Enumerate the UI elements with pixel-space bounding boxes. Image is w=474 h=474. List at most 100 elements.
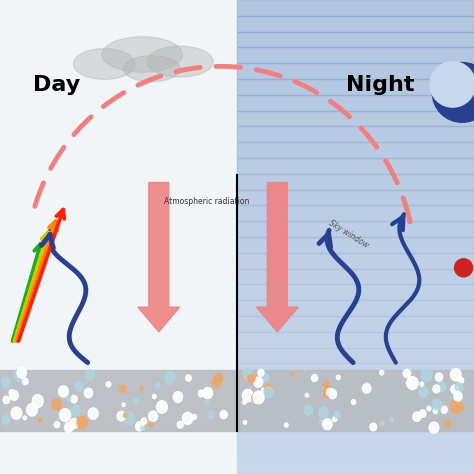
Ellipse shape [52,399,62,410]
Ellipse shape [177,421,183,428]
Ellipse shape [433,385,440,393]
Ellipse shape [455,383,463,392]
Ellipse shape [212,378,220,388]
Ellipse shape [153,394,156,399]
Ellipse shape [436,373,443,381]
Bar [237,395,474,411]
Bar [237,379,474,395]
Bar [237,142,474,158]
Ellipse shape [381,421,384,425]
Ellipse shape [141,426,145,430]
Bar [0,0,237,474]
Ellipse shape [38,418,42,422]
Ellipse shape [155,383,160,389]
Ellipse shape [3,396,9,403]
Ellipse shape [74,382,83,392]
Bar [237,127,474,142]
Ellipse shape [450,401,462,413]
Bar [237,458,474,474]
Ellipse shape [319,420,324,425]
Ellipse shape [390,418,393,422]
Ellipse shape [164,372,175,384]
Ellipse shape [243,401,246,404]
Bar [237,0,474,16]
Ellipse shape [454,392,462,401]
Ellipse shape [141,418,146,424]
Ellipse shape [149,422,153,427]
Ellipse shape [220,410,227,419]
Ellipse shape [370,423,377,431]
Bar [237,300,474,316]
Ellipse shape [441,406,447,413]
Bar [237,16,474,32]
Ellipse shape [243,368,253,380]
Ellipse shape [429,422,439,433]
Ellipse shape [85,370,94,380]
Ellipse shape [380,370,383,375]
Bar [237,316,474,332]
Bar [0,370,474,431]
Bar [237,221,474,237]
Ellipse shape [252,394,258,401]
Ellipse shape [458,377,464,383]
Bar [237,332,474,347]
Ellipse shape [433,409,438,413]
Ellipse shape [122,403,125,406]
Ellipse shape [182,412,193,424]
Text: Night: Night [346,75,415,95]
Ellipse shape [136,422,144,431]
Ellipse shape [203,388,212,399]
Bar [237,110,474,127]
Ellipse shape [186,375,191,381]
Ellipse shape [77,416,88,428]
Ellipse shape [243,420,246,424]
Ellipse shape [291,373,294,376]
Ellipse shape [420,382,424,386]
Ellipse shape [134,398,138,403]
Ellipse shape [140,387,143,391]
Ellipse shape [215,374,222,383]
Ellipse shape [67,396,71,401]
Ellipse shape [304,405,313,415]
Ellipse shape [207,390,212,396]
Ellipse shape [2,416,9,424]
FancyArrow shape [256,182,298,332]
Ellipse shape [427,406,431,411]
Ellipse shape [264,387,273,397]
Ellipse shape [262,374,269,382]
Ellipse shape [27,403,37,416]
Ellipse shape [60,409,71,421]
Ellipse shape [54,421,59,428]
Ellipse shape [323,389,330,398]
Bar [237,47,474,63]
Ellipse shape [419,410,426,417]
Ellipse shape [31,399,34,402]
Bar [237,205,474,221]
Bar [237,427,474,442]
Ellipse shape [71,395,77,403]
Bar [237,32,474,47]
Ellipse shape [65,422,73,431]
Text: Day: Day [33,75,81,95]
Ellipse shape [323,419,332,429]
Ellipse shape [406,380,411,386]
Ellipse shape [9,390,15,396]
Ellipse shape [123,413,127,417]
Ellipse shape [324,382,329,388]
Ellipse shape [147,46,213,77]
Ellipse shape [198,390,204,397]
Circle shape [430,62,474,107]
Ellipse shape [437,382,446,392]
Ellipse shape [333,417,337,421]
Ellipse shape [124,412,135,425]
Circle shape [455,259,473,277]
Ellipse shape [328,389,337,399]
Ellipse shape [445,420,450,427]
Ellipse shape [403,369,410,378]
Ellipse shape [451,385,458,394]
Bar [237,347,474,364]
Ellipse shape [248,374,255,383]
Bar [237,158,474,174]
Ellipse shape [120,385,126,392]
FancyArrow shape [138,182,180,332]
